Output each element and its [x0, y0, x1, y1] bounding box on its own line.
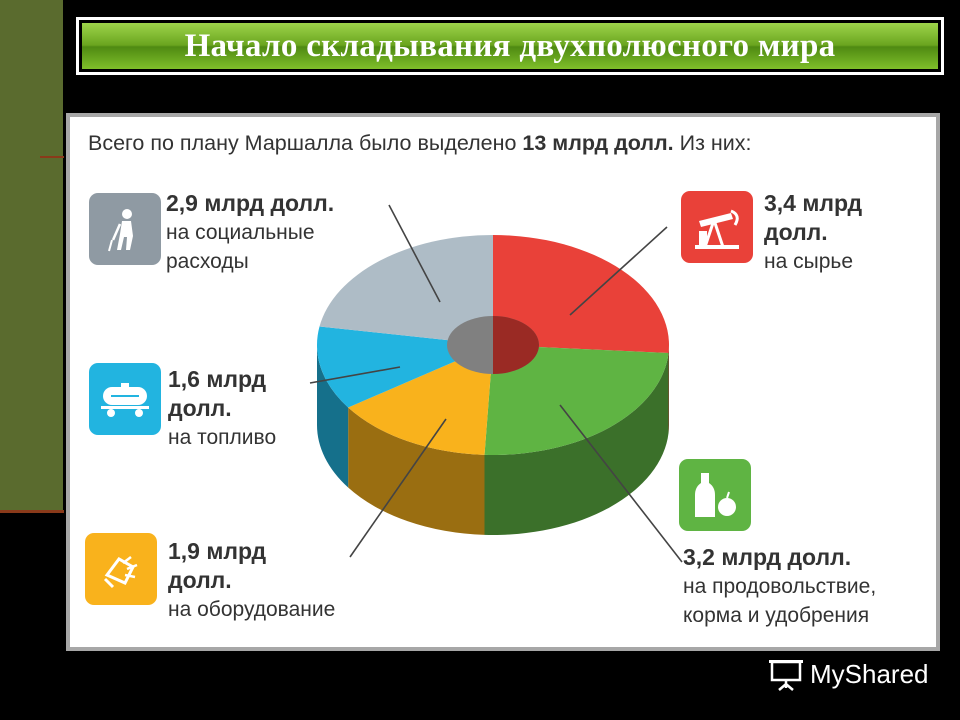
value-equipment-1: 1,9 млрд: [168, 538, 267, 564]
value-equipment-2: долл.: [168, 567, 232, 593]
value-raw-1: 3,4 млрд: [764, 190, 863, 216]
label-social: 2,9 млрд долл. на социальные расходы: [166, 189, 334, 276]
tank-car-icon: [89, 363, 161, 435]
heading-prefix: Всего по плану Маршалла было выделено: [88, 131, 523, 155]
label-raw: 3,4 млрд долл. на сырье: [764, 189, 862, 276]
elderly-person-icon: [89, 193, 161, 265]
pie-center-hole-red: [493, 316, 539, 374]
label-fuel: 1,6 млрд долл. на топливо: [168, 365, 276, 452]
desc-fuel: на топливо: [168, 426, 277, 449]
side-accent-line: [40, 156, 64, 158]
label-equipment: 1,9 млрд долл. на оборудование: [168, 537, 335, 624]
label-food: 3,2 млрд долл. на продовольствие, корма …: [683, 543, 876, 630]
drill-icon: [85, 533, 157, 605]
desc-equipment: на оборудование: [168, 598, 336, 621]
infographic-card: Всего по плану Маршалла было выделено 13…: [66, 113, 940, 651]
title-frame: Начало складывания двухполюсного мира: [76, 17, 944, 75]
side-accent-line-bottom: [0, 510, 64, 513]
pie-side-food: [484, 352, 669, 535]
infographic-body: Всего по плану Маршалла было выделено 13…: [70, 117, 936, 647]
pie-slice-raw: [493, 235, 669, 353]
oil-pump-icon: [681, 191, 753, 263]
leader-line-raw: [569, 226, 668, 316]
pie-chart: [309, 204, 683, 563]
desc-raw: на сырье: [764, 250, 854, 273]
value-food: 3,2 млрд долл.: [683, 544, 852, 570]
leader-line-social: [388, 204, 441, 303]
leader-line-fuel: [309, 366, 401, 384]
presentation-icon: [768, 658, 804, 697]
leader-line-equipment: [349, 418, 447, 558]
bottle-apple-icon: [679, 459, 751, 531]
value-social: 2,9 млрд долл.: [166, 190, 335, 216]
chart-heading: Всего по плану Маршалла было выделено 13…: [88, 131, 752, 156]
desc-social-2: расходы: [166, 250, 249, 273]
value-raw-2: долл.: [764, 219, 828, 245]
pie-slice-food: [484, 345, 669, 456]
title-banner: Начало складывания двухполюсного мира: [82, 23, 938, 69]
desc-social-1: на социальные: [166, 221, 315, 244]
side-panel: [0, 0, 63, 512]
heading-suffix: Из них:: [673, 131, 752, 155]
pie-slice-social: [319, 235, 493, 345]
leader-line-food: [559, 404, 683, 563]
value-fuel-2: долл.: [168, 395, 232, 421]
pie-slice-equipment: [348, 345, 493, 455]
slide-title: Начало складывания двухполюсного мира: [184, 27, 836, 64]
desc-food-1: на продовольствие,: [683, 575, 877, 598]
desc-food-2: корма и удобрения: [683, 604, 870, 627]
value-fuel-1: 1,6 млрд: [168, 366, 267, 392]
watermark-text: MyShared: [810, 659, 929, 689]
pie-side-equipment: [348, 407, 485, 535]
heading-total: 13 млрд долл.: [522, 131, 674, 155]
